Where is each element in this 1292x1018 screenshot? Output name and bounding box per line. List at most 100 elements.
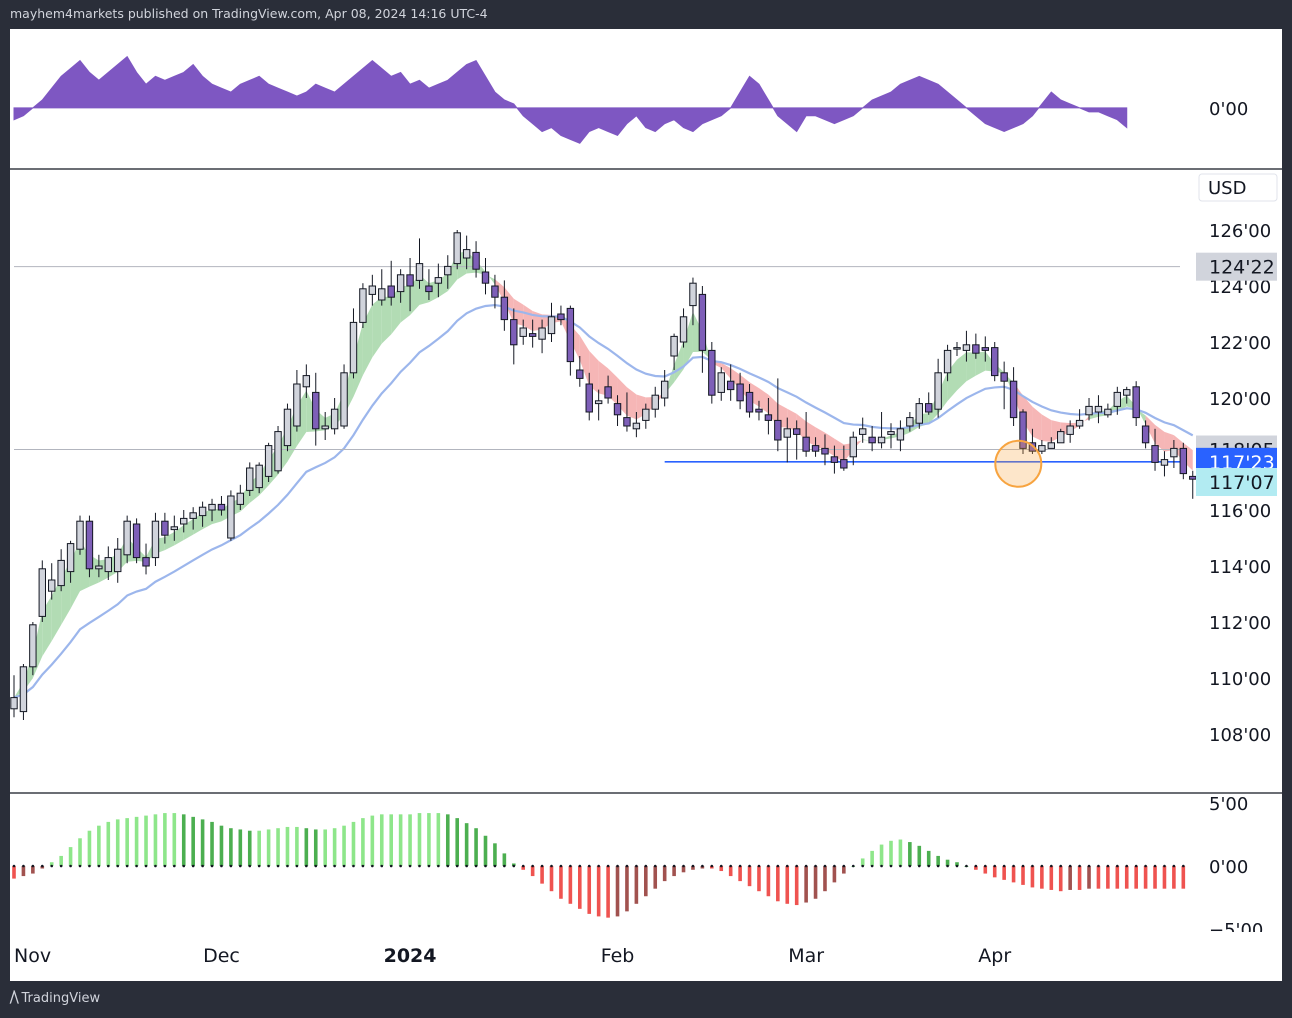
candle-body (1179, 447, 1188, 475)
histogram-zero-dot (899, 864, 902, 868)
candle-body (538, 327, 546, 340)
histogram-bar (908, 842, 912, 866)
candle-body (821, 447, 829, 455)
histogram-zero-dot (239, 864, 242, 868)
candle-body (811, 445, 820, 452)
candle-body (85, 520, 94, 570)
histogram-bar (823, 866, 827, 892)
histogram-zero-dot (305, 864, 308, 868)
histogram-bar (587, 866, 592, 914)
histogram-zero-dot (748, 864, 751, 868)
candle-body (906, 417, 914, 427)
histogram-bar (653, 866, 658, 889)
histogram-zero-dot (333, 864, 336, 868)
candle-body (604, 386, 612, 399)
candle-body (321, 425, 329, 430)
candle-body (642, 408, 650, 421)
chart-frame[interactable]: 126'00 124'00 122'00 120'00 116'00 114'00 112'… (10, 29, 1282, 981)
histogram-zero-dot (1134, 864, 1138, 868)
histogram-bar (172, 813, 177, 866)
histogram-zero-dot (323, 864, 327, 868)
histogram-bar (304, 828, 309, 866)
tradingview-brand[interactable]: TradingView (21, 990, 101, 1006)
histogram-zero-dot (917, 864, 921, 868)
histogram-zero-dot (220, 864, 223, 868)
histogram-bar (483, 835, 488, 866)
histogram-zero-dot (842, 864, 846, 868)
price-pane (10, 230, 1197, 720)
histogram-zero-dot (729, 864, 732, 868)
histogram-zero-dot (455, 864, 459, 868)
histogram-zero-dot (154, 864, 157, 868)
histogram-bar (644, 866, 648, 897)
histogram-bar (540, 866, 544, 884)
time-axis-label: Nov (14, 945, 51, 967)
histogram-zero-dot (163, 864, 167, 868)
histogram-bar (842, 866, 846, 874)
candle-body (689, 282, 697, 307)
histogram-zero-dot (342, 864, 346, 868)
histogram-zero-dot (229, 864, 233, 868)
ribbon-segment (523, 304, 533, 332)
candle-body (491, 285, 499, 298)
histogram-bar (1049, 866, 1054, 890)
histogram-zero-dot (616, 864, 619, 868)
histogram-bar (78, 838, 82, 866)
histogram-bar (97, 825, 101, 866)
ribbon-segment (721, 362, 731, 379)
candle-body (453, 232, 461, 265)
histogram-bar (247, 830, 252, 866)
histogram-zero-dot (672, 864, 676, 868)
histogram-zero-dot (983, 864, 987, 868)
histogram-zero-dot (663, 864, 666, 868)
histogram-bar (860, 858, 865, 866)
candle-body (189, 512, 197, 519)
histogram-bar (889, 840, 893, 866)
histogram-bar (1106, 866, 1110, 889)
histogram-zero-dot (446, 864, 450, 868)
candle-body (481, 271, 490, 284)
histogram-bar (210, 821, 214, 866)
ribbon-segment (834, 438, 844, 463)
histogram-bar (219, 825, 224, 866)
time-axis-label: Apr (978, 945, 1011, 967)
histogram-zero-dot (653, 864, 657, 868)
histogram-zero-dot (173, 864, 176, 868)
histogram-zero-dot (50, 864, 54, 868)
histogram-bar (342, 825, 346, 866)
histogram-zero-dot (559, 864, 563, 868)
histogram-zero-dot (437, 864, 440, 868)
histogram-bar (1096, 866, 1101, 889)
histogram-zero-dot (701, 864, 704, 868)
candle-body (1019, 411, 1027, 449)
chart-canvas[interactable]: 126'00 124'00 122'00 120'00 116'00 114'00 112'… (10, 29, 1282, 981)
histogram-bar (879, 844, 884, 866)
candle-body (1141, 425, 1150, 444)
histogram-zero-dot (78, 864, 82, 868)
candle-body (849, 436, 857, 458)
candle-body (198, 506, 207, 517)
histogram-bar (163, 813, 167, 866)
candle-body (29, 624, 37, 668)
histogram-zero-dot (946, 864, 949, 868)
histogram-zero-dot (880, 864, 883, 868)
candle-body (302, 375, 311, 388)
bottom-oscillator-tick-label: 5'00 (1209, 794, 1248, 815)
price-badge (1196, 252, 1277, 281)
histogram-zero-dot (1125, 864, 1129, 868)
candle-body (151, 520, 160, 559)
histogram-zero-dot (776, 864, 780, 868)
price-tick-label: 124'00 (1209, 277, 1271, 298)
histogram-bar (87, 830, 92, 866)
candle-body (943, 349, 952, 374)
histogram-zero-dot (767, 864, 770, 868)
candle-body (613, 403, 622, 416)
histogram-bar (672, 866, 676, 877)
axis-mask (1198, 932, 1282, 937)
candle-body (651, 394, 659, 410)
histogram-bar (115, 819, 120, 866)
candle-body (1104, 408, 1112, 416)
ribbon-segment (51, 577, 62, 641)
histogram-zero-dot (936, 864, 940, 868)
